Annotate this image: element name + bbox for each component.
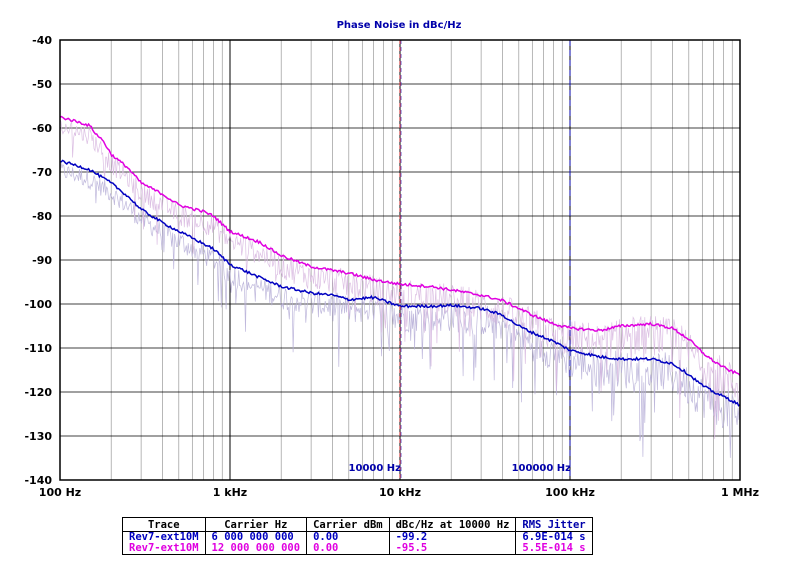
legend-header-carrier-dbm: Carrier dBm	[306, 517, 390, 532]
series-line	[59, 115, 741, 377]
y-tick-label: -140	[24, 474, 52, 487]
x-axis-ticks: 100 Hz 1 kHz 10 kHz 100 kHz 1 MHz	[39, 486, 759, 499]
y-axis-ticks: -40 -50 -60 -70 -80 -90 -100 -110 -120 -130 -140	[24, 34, 52, 487]
legend-header-rms-jitter: RMS Jitter	[515, 517, 593, 532]
chart-title: Phase Noise in dBc/Hz	[337, 20, 462, 31]
legend-dbc: -95.5	[388, 543, 517, 555]
legend-row: Rev7-ext10M 6 000 000 000 0.00 -99.2 6.9…	[122, 531, 593, 543]
y-tick-label: -70	[32, 166, 52, 179]
marker-label: 10000 Hz	[349, 463, 402, 474]
y-tick-label: -40	[32, 34, 52, 47]
legend-header-row: Trace Carrier Hz Carrier dBm dBc/Hz at 1…	[122, 517, 593, 532]
legend-rms-jitter: 6.9E-014 s	[515, 531, 593, 543]
y-tick-label: -80	[32, 210, 52, 223]
trace-legend-table: Trace Carrier Hz Carrier dBm dBc/Hz at 1…	[122, 517, 593, 555]
plot-frame	[59, 39, 741, 481]
legend-carrier-dbm: 0.00	[306, 543, 390, 555]
x-tick-label: 1 kHz	[213, 486, 247, 499]
series-line	[59, 159, 741, 407]
x-tick-label: 100 kHz	[545, 486, 595, 499]
x-tick-label: 100 Hz	[39, 486, 81, 499]
y-tick-label: -50	[32, 78, 52, 91]
legend-carrier-hz: 6 000 000 000	[204, 531, 308, 543]
y-tick-label: -130	[24, 430, 52, 443]
x-tick-label: 10 kHz	[379, 486, 421, 499]
frequency-markers: 10000 Hz 100000 Hz	[349, 40, 572, 480]
y-tick-label: -100	[24, 298, 52, 311]
legend-header-carrier-hz: Carrier Hz	[204, 517, 308, 532]
y-tick-label: -110	[24, 342, 52, 355]
y-tick-label: -120	[24, 386, 52, 399]
legend-carrier-hz: 12 000 000 000	[204, 543, 308, 555]
series-lines	[59, 115, 741, 407]
legend-trace-name: Rev7-ext10M	[122, 543, 206, 555]
legend-header-dbc: dBc/Hz at 10000 Hz	[388, 517, 517, 532]
phase-noise-chart: Phase Noise in dBc/Hz 10000 Hz 100000 Hz …	[24, 20, 759, 499]
marker-label: 100000 Hz	[512, 463, 572, 474]
x-tick-label: 1 MHz	[721, 486, 759, 499]
legend-row: Rev7-ext10M 12 000 000 000 0.00 -95.5 5.…	[122, 543, 593, 555]
legend-header-trace: Trace	[122, 517, 206, 532]
y-tick-label: -90	[32, 254, 52, 267]
legend-rms-jitter: 5.5E-014 s	[515, 543, 593, 555]
y-tick-label: -60	[32, 122, 52, 135]
